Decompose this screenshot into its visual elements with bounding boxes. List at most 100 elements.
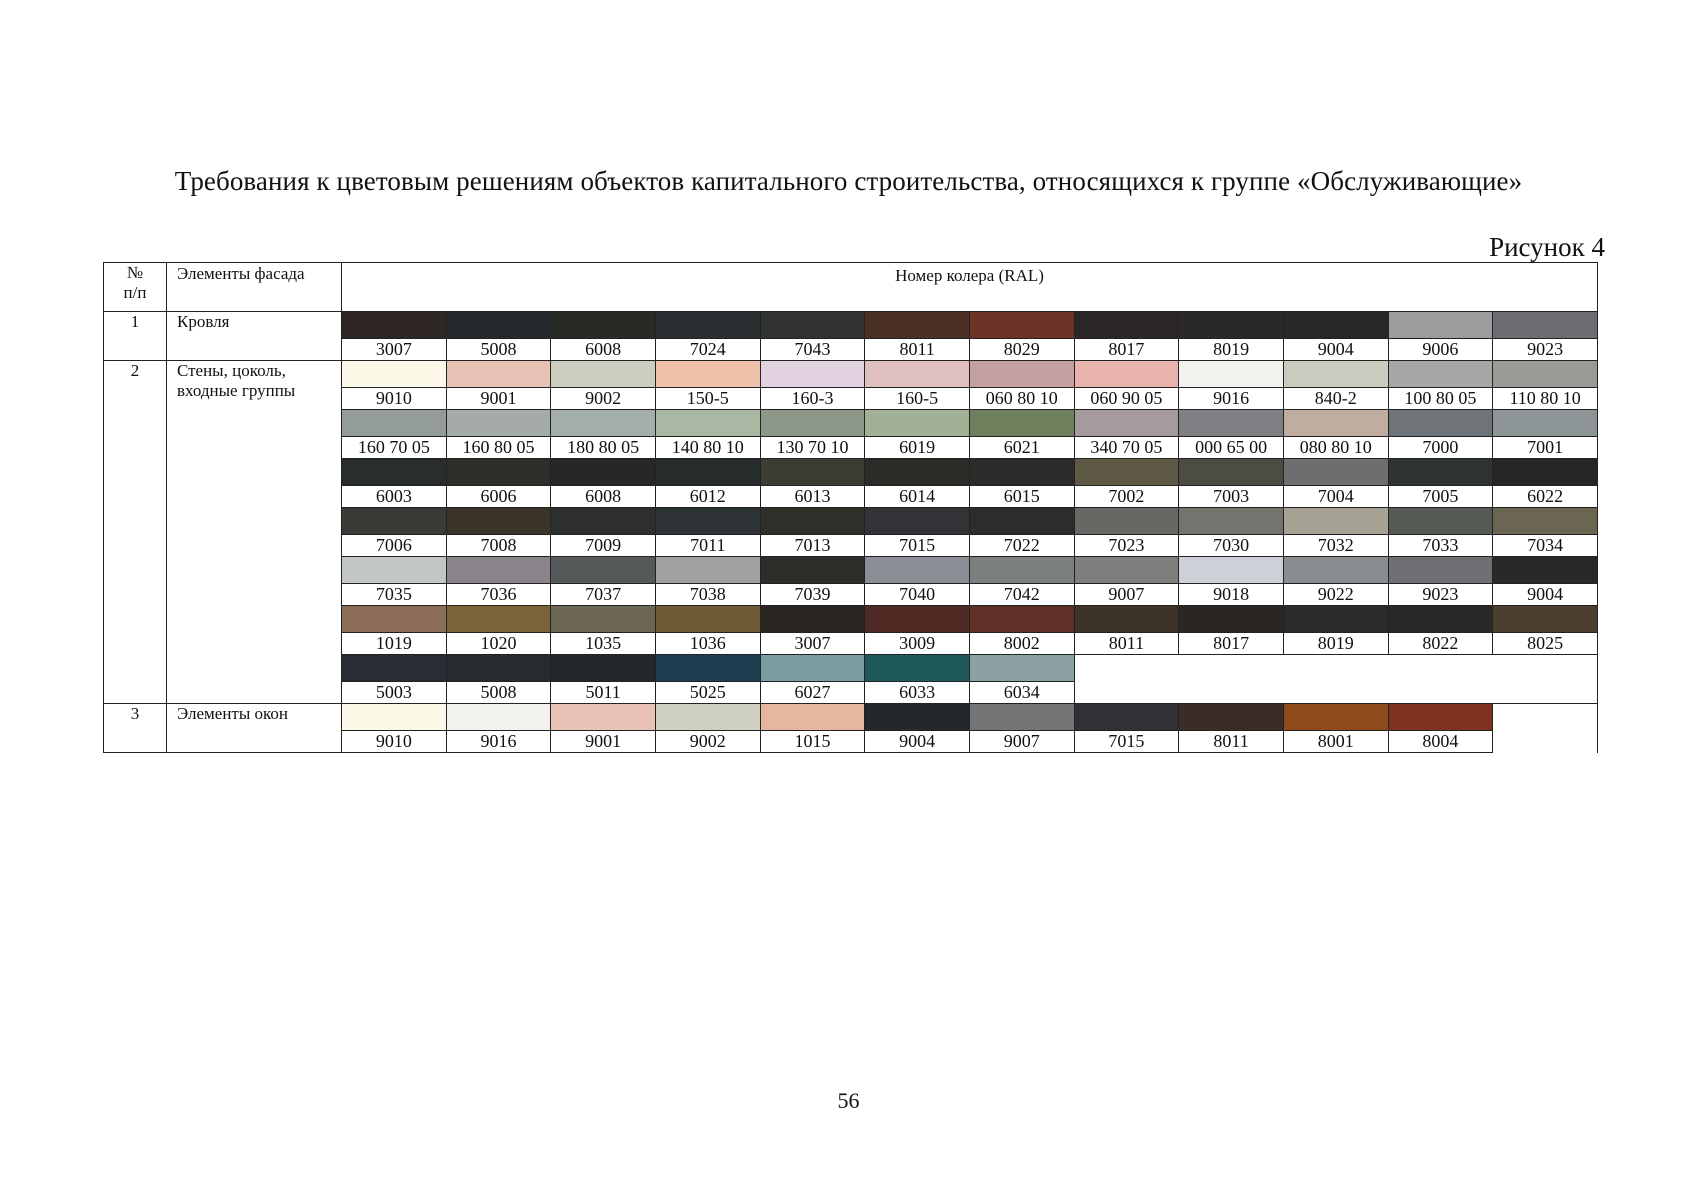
ral-code: 8011 <box>1073 632 1180 655</box>
color-swatch <box>864 409 970 437</box>
ral-code: 9001 <box>445 387 552 410</box>
color-swatch <box>968 311 1075 339</box>
ral-code: 9002 <box>550 387 656 410</box>
color-swatch <box>445 556 552 584</box>
color-swatch <box>968 507 1075 535</box>
ral-code: 9023 <box>1492 338 1598 361</box>
ral-code: 9010 <box>341 730 447 753</box>
color-swatch <box>968 556 1075 584</box>
ral-code: 9004 <box>864 730 970 753</box>
ral-code: 9007 <box>1073 583 1180 606</box>
ral-code: 9018 <box>1178 583 1284 606</box>
ral-code: 7011 <box>654 534 761 557</box>
color-swatch <box>968 458 1075 486</box>
color-swatch <box>1492 360 1598 388</box>
group-number: 1 <box>103 311 167 361</box>
color-swatch <box>1282 605 1389 633</box>
empty-cell <box>1492 703 1598 753</box>
color-swatch <box>445 605 552 633</box>
color-swatch <box>550 507 656 535</box>
ral-code: 7037 <box>550 583 656 606</box>
ral-code: 1035 <box>550 632 656 655</box>
color-swatch <box>1387 556 1494 584</box>
color-swatch <box>759 311 866 339</box>
color-swatch <box>1282 360 1389 388</box>
ral-color-table: № п/п Элементы фасада Номер колера (RAL)… <box>103 262 1599 753</box>
ral-code: 6034 <box>968 681 1075 704</box>
code-row: 7035 7036 7037 7038 7039 7040 7042 9007 9018 9022… <box>104 583 1598 606</box>
ral-code: 7032 <box>1282 534 1389 557</box>
ral-code: 5008 <box>445 681 552 704</box>
ral-code: 7034 <box>1492 534 1598 557</box>
color-swatch <box>864 311 970 339</box>
swatch-row: 1 Кровля <box>103 311 1598 361</box>
color-swatch <box>654 311 761 339</box>
ral-code: 7039 <box>759 583 866 606</box>
color-swatch <box>445 311 552 339</box>
ral-code: 7013 <box>759 534 866 557</box>
color-swatch <box>1387 409 1494 437</box>
swatch-row: 3 Элементы окон <box>103 703 1598 753</box>
ral-code: 7006 <box>341 534 447 557</box>
code-row: 7006 7008 7009 7011 7013 7015 7022 7023 7030 7032… <box>104 534 1598 557</box>
ral-code: 9016 <box>1178 387 1284 410</box>
ral-code: 1019 <box>341 632 447 655</box>
ral-code: 6008 <box>550 485 656 508</box>
ral-code: 8017 <box>1178 632 1284 655</box>
ral-code: 7008 <box>445 534 552 557</box>
ral-code: 160-3 <box>759 387 866 410</box>
ral-code: 8019 <box>1282 632 1389 655</box>
color-swatch <box>759 703 866 731</box>
color-swatch <box>1073 311 1180 339</box>
color-swatch <box>654 360 761 388</box>
color-swatch <box>968 360 1075 388</box>
color-swatch <box>341 556 447 584</box>
color-swatch <box>1282 409 1389 437</box>
ral-code: 130 70 10 <box>759 436 866 459</box>
ral-code: 7038 <box>654 583 761 606</box>
ral-code: 7030 <box>1178 534 1284 557</box>
ral-code: 8004 <box>1387 730 1494 753</box>
color-swatch <box>341 605 447 633</box>
ral-code: 6013 <box>759 485 866 508</box>
ral-code: 9004 <box>1282 338 1389 361</box>
group-element-name: Элементы окон <box>166 703 342 753</box>
color-swatch <box>341 654 447 682</box>
color-swatch <box>1387 360 1494 388</box>
ral-code: 6021 <box>968 436 1075 459</box>
color-swatch <box>550 605 656 633</box>
ral-code: 000 65 00 <box>1178 436 1284 459</box>
ral-code: 3009 <box>864 632 970 655</box>
color-swatch <box>341 507 447 535</box>
color-swatch <box>968 654 1075 682</box>
color-swatch <box>864 360 970 388</box>
ral-code: 7005 <box>1387 485 1494 508</box>
swatch-row <box>104 605 1598 633</box>
color-swatch <box>1073 409 1180 437</box>
ral-code: 8011 <box>1178 730 1284 753</box>
color-swatch <box>445 409 552 437</box>
swatch-row <box>104 507 1598 535</box>
figure-label: Рисунок 4 <box>1489 232 1605 262</box>
page-number: 56 <box>837 1088 860 1113</box>
ral-code: 9002 <box>654 730 761 753</box>
ral-code: 180 80 05 <box>550 436 656 459</box>
color-swatch <box>864 556 970 584</box>
color-swatch <box>445 458 552 486</box>
color-swatch <box>341 311 447 339</box>
color-swatch <box>968 703 1075 731</box>
ral-code: 060 80 10 <box>968 387 1075 410</box>
ral-code: 8022 <box>1387 632 1494 655</box>
color-swatch <box>1073 507 1180 535</box>
color-swatch <box>341 458 447 486</box>
swatch-row <box>104 654 1599 704</box>
ral-code: 6027 <box>759 681 866 704</box>
ral-code: 6014 <box>864 485 970 508</box>
ral-code: 7036 <box>445 583 552 606</box>
ral-code: 8011 <box>864 338 970 361</box>
color-swatch <box>759 654 866 682</box>
color-swatch <box>1282 703 1389 731</box>
ral-code: 6033 <box>864 681 970 704</box>
color-swatch <box>1282 507 1389 535</box>
color-swatch <box>1387 507 1494 535</box>
